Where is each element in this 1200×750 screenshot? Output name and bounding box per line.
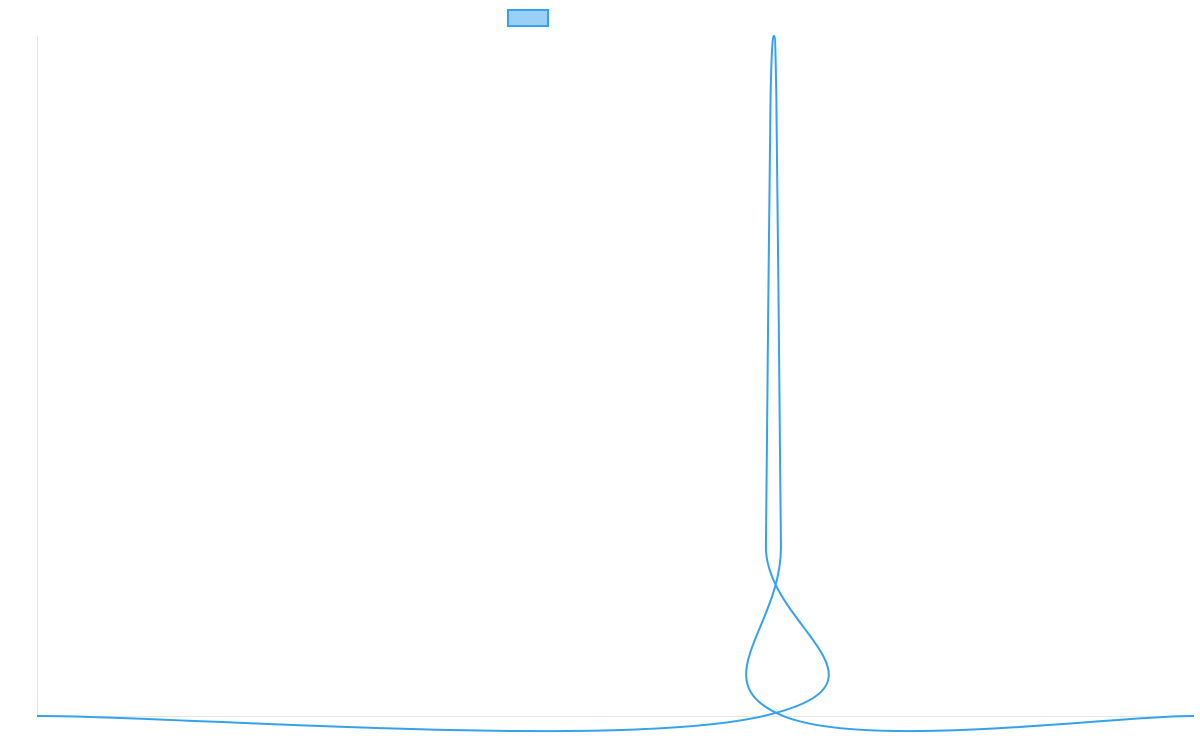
legend-swatch[interactable] (507, 9, 549, 27)
legend[interactable] (507, 9, 549, 27)
series-line-0[interactable] (36, 35, 1195, 733)
series-layer (36, 35, 1195, 733)
